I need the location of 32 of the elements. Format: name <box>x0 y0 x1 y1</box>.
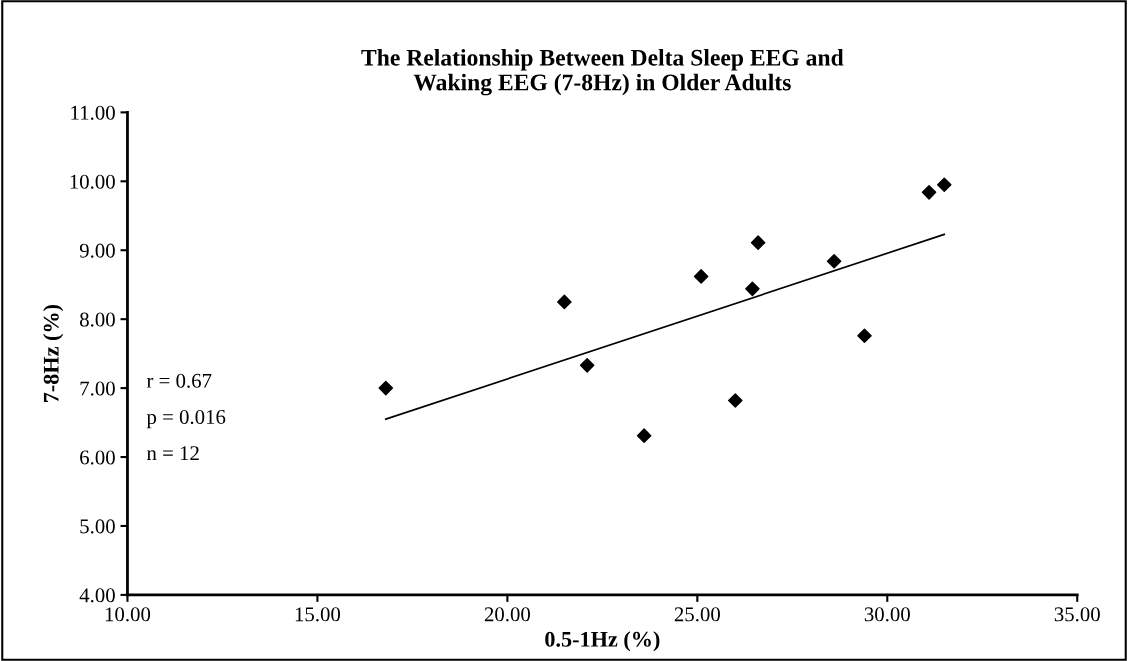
y-tick-label: 11.00 <box>71 105 115 120</box>
x-tick-label: 30.00 <box>864 607 910 622</box>
point <box>750 235 766 250</box>
annotation: n = 12 <box>146 446 199 460</box>
point <box>745 281 760 297</box>
point <box>579 358 595 373</box>
point <box>826 253 842 269</box>
point <box>378 380 394 396</box>
x-tick-label: 35.00 <box>1054 607 1100 622</box>
x-tick-label: 15.00 <box>295 607 341 622</box>
point <box>636 428 652 443</box>
point <box>557 294 572 310</box>
chart-title: The Relationship Between Delta Sleep EEG and Waking EEG (7-8Hz) in Older Adults <box>361 49 844 96</box>
point <box>693 269 709 284</box>
point <box>728 393 743 408</box>
annotation: r = 0.67 <box>146 373 212 388</box>
point <box>857 328 872 343</box>
y-tick-label: 8.00 <box>79 312 115 327</box>
y-tick-label: 7.00 <box>80 381 115 396</box>
y-axis-title: 7-8Hz (%) <box>43 304 64 403</box>
x-tick-label: 10.00 <box>105 607 151 622</box>
y-tick-label: 4.00 <box>79 588 115 603</box>
y-tick-label: 9.00 <box>79 243 115 258</box>
annotation: p = 0.016 <box>146 409 226 429</box>
point <box>921 185 937 200</box>
x-tick-label: 20.00 <box>484 607 531 622</box>
x-tick-label: 25.00 <box>674 607 720 622</box>
y-tick-label: 5.00 <box>80 519 115 534</box>
y-tick-label: 6.00 <box>80 450 115 465</box>
x-axis-title: 0.5-1Hz (%) <box>545 631 660 652</box>
point <box>936 177 952 193</box>
y-tick-label: 10.00 <box>70 174 115 189</box>
